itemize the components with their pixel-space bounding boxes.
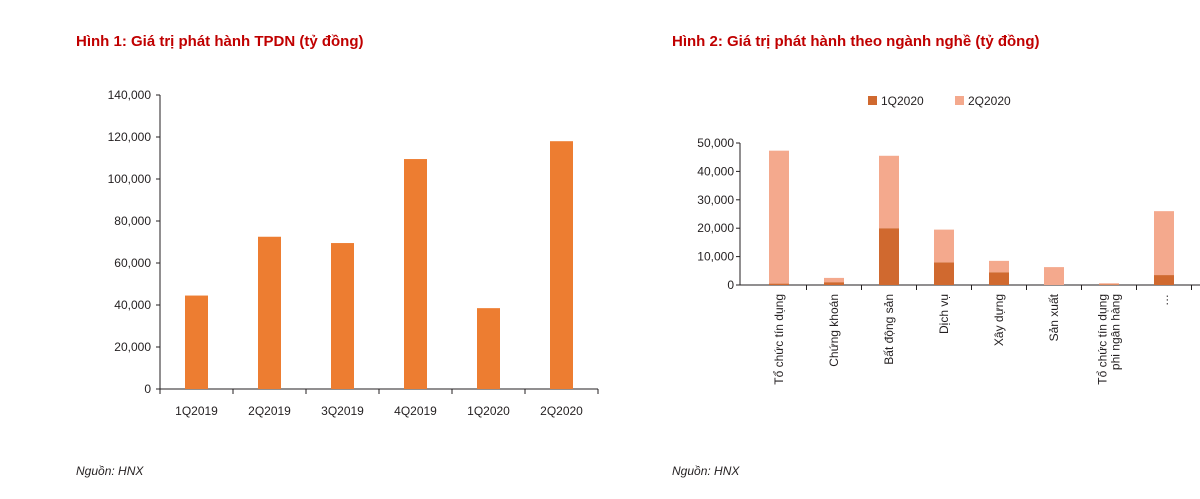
chart1-y-tick-label: 100,000 bbox=[108, 172, 152, 186]
chart2-x-tick-label: Sản xuất bbox=[1047, 293, 1061, 341]
chart2-source: Nguồn: HNX bbox=[672, 464, 740, 478]
chart1-bar bbox=[185, 295, 208, 389]
chart1-y-tick-label: 60,000 bbox=[114, 256, 151, 270]
chart2-bar-segment bbox=[824, 277, 844, 283]
chart2-bar-segment bbox=[1154, 275, 1174, 285]
chart1-bar bbox=[258, 236, 281, 389]
chart1-y-tick-label: 120,000 bbox=[108, 130, 152, 144]
chart1-bar bbox=[550, 141, 573, 389]
chart2-y-tick-label: 0 bbox=[727, 278, 734, 292]
chart2-x-tick-label: Dịch vụ bbox=[937, 294, 951, 334]
chart2-bar-segment bbox=[934, 229, 954, 263]
chart1-source: Nguồn: HNX bbox=[76, 464, 144, 478]
chart2-y-tick-label: 50,000 bbox=[697, 136, 734, 150]
chart2-bar-segment bbox=[1044, 267, 1064, 285]
chart1-bar bbox=[331, 243, 354, 389]
chart2-bar-segment bbox=[824, 282, 844, 285]
chart1-x-tick-label: 2Q2020 bbox=[540, 404, 583, 418]
chart2-x-tick-label: Chứng khoán bbox=[827, 294, 841, 367]
chart2-bar-segment bbox=[769, 150, 789, 284]
chart1-y-tick-label: 40,000 bbox=[114, 298, 151, 312]
chart2-bar-segment bbox=[1099, 284, 1119, 285]
chart2-bar-segment bbox=[989, 260, 1009, 273]
chart1-x-tick-label: 4Q2019 bbox=[394, 404, 437, 418]
chart2-bar-segment bbox=[1154, 211, 1174, 276]
chart2-legend-swatch bbox=[868, 96, 877, 105]
chart2-bar-segment bbox=[989, 272, 1009, 285]
chart1-x-tick-label: 2Q2019 bbox=[248, 404, 291, 418]
chart1-x-tick-label: 3Q2019 bbox=[321, 404, 364, 418]
chart2-x-tick-label: … bbox=[1157, 294, 1171, 306]
chart2-bar-segment bbox=[934, 262, 954, 285]
chart2-x-tick-label: Tổ chức tín dụng bbox=[772, 294, 786, 385]
chart2-y-tick-label: 20,000 bbox=[697, 221, 734, 235]
chart2-bar-segment bbox=[879, 228, 899, 285]
chart1-y-tick-label: 0 bbox=[144, 382, 151, 396]
chart2-y-tick-label: 40,000 bbox=[697, 164, 734, 178]
chart1-bar bbox=[404, 159, 427, 389]
chart2-x-tick-label: Bất động sản bbox=[882, 294, 896, 365]
chart1-y-tick-label: 80,000 bbox=[114, 214, 151, 228]
chart1-x-tick-label: 1Q2019 bbox=[175, 404, 218, 418]
chart2-x-tick-label: Tổ chức tín dụng bbox=[1096, 294, 1110, 385]
chart2-x-tick-label: phi ngân hàng bbox=[1109, 294, 1123, 370]
chart1-bar bbox=[477, 308, 500, 389]
chart2-y-tick-label: 30,000 bbox=[697, 193, 734, 207]
chart1-y-tick-label: 140,000 bbox=[108, 88, 152, 102]
chart2-legend-label: 2Q2020 bbox=[968, 94, 1011, 108]
chart1-y-tick-label: 20,000 bbox=[114, 340, 151, 354]
chart2-title: Hình 2: Giá trị phát hành theo ngành ngh… bbox=[672, 33, 1040, 50]
chart2-bar-segment bbox=[769, 283, 789, 285]
chart2-bar-segment bbox=[879, 155, 899, 229]
chart1-title: Hình 1: Giá trị phát hành TPDN (tỷ đồng) bbox=[76, 33, 364, 50]
chart2-legend-swatch bbox=[955, 96, 964, 105]
chart2-y-tick-label: 10,000 bbox=[697, 250, 734, 264]
chart2-x-tick-label: Xây dựng bbox=[992, 294, 1006, 346]
chart1-plot: 0 20,000 40,000 60,000 80,000 100,000 120,000 1… bbox=[108, 88, 599, 418]
chart1-x-tick-label: 1Q2020 bbox=[467, 404, 510, 418]
chart2-bar-segment bbox=[1099, 283, 1119, 285]
chart2-legend-label: 1Q2020 bbox=[881, 94, 924, 108]
